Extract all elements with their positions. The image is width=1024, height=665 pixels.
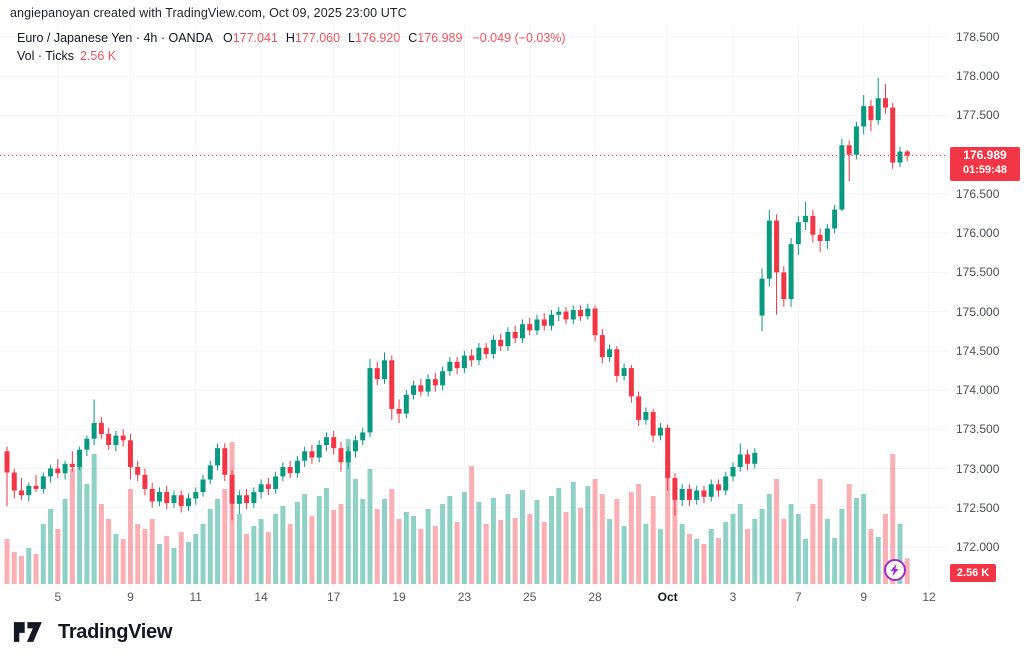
time-axis-label: Oct xyxy=(657,590,678,604)
ohlc-value: 176.920 xyxy=(355,31,401,45)
time-axis-label: 25 xyxy=(523,590,537,604)
tradingview-brand-text: TradingView xyxy=(58,620,173,643)
price-axis-label: 177.500 xyxy=(956,108,1000,123)
volume-value: 2.56 K xyxy=(79,49,117,63)
volume-indicator-label: Vol · Ticks xyxy=(17,49,74,63)
ohlc-key: H xyxy=(285,31,295,45)
ohlc-value: 177.060 xyxy=(294,31,341,45)
volume-series xyxy=(4,439,910,584)
symbol-title: Euro / Japanese Yen · 4h · OANDA xyxy=(17,31,213,45)
attribution-text: angiepanoyan created with TradingView.co… xyxy=(10,6,407,20)
price-axis-label: 178.500 xyxy=(956,30,1000,44)
time-axis-label: 19 xyxy=(392,590,406,604)
time-axis-label: 9 xyxy=(860,590,868,604)
price-axis[interactable]: 178.500 178.000 177.500 176.500 176.000 175.5… xyxy=(948,0,1024,665)
current-volume-badge: 2.56 K xyxy=(950,564,996,582)
price-axis-label: 176.500 xyxy=(956,186,1000,201)
change-value: −0.049 (−0.03%) xyxy=(472,31,566,45)
ohlc-key: O xyxy=(222,31,233,45)
time-axis[interactable]: 5 9 11 14 17 19 23 25 28 Oct 3 7 9 12 xyxy=(0,585,948,609)
legend-ohlc-item: L176.920 xyxy=(348,31,400,45)
price-axis-label: 172.000 xyxy=(956,540,1000,554)
current-price-value: 176.989 xyxy=(963,148,1007,162)
price-axis-label: 174.500 xyxy=(956,343,1000,358)
chart-legend: Euro / Japanese Yen · 4h · OANDA O177.041… xyxy=(17,30,566,65)
ohlc-value: 176.989 xyxy=(417,31,463,45)
current-price-badge: 176.989 01:59:48 xyxy=(950,147,1020,181)
legend-ohlc-item: H177.060 xyxy=(286,31,340,45)
lightning-icon xyxy=(890,563,899,577)
price-axis-label: 173.000 xyxy=(956,461,1000,476)
time-axis-label: 9 xyxy=(127,590,134,604)
price-axis-label: 175.000 xyxy=(956,304,1000,319)
legend-volume-row: Vol · Ticks 2.56 K xyxy=(17,48,566,65)
price-axis-label: 174.000 xyxy=(956,383,1000,398)
bar-countdown: 01:59:48 xyxy=(962,164,1008,176)
price-axis-label: 178.000 xyxy=(956,69,1000,84)
time-axis-label: 14 xyxy=(254,590,268,604)
flash-boost-button[interactable] xyxy=(884,559,906,581)
ohlc-key: L xyxy=(348,31,356,45)
time-axis-label: 28 xyxy=(588,590,602,604)
candlestick-series xyxy=(4,77,910,521)
time-axis-label: 5 xyxy=(54,590,62,604)
time-axis-label: 3 xyxy=(729,590,737,604)
tradingview-logo-icon xyxy=(13,622,42,642)
price-axis-label: 172.500 xyxy=(956,500,1000,515)
ohlc-values: O177.041 H177.060 L176.920 C176.989 xyxy=(223,31,471,45)
time-axis-label: 12 xyxy=(922,590,936,604)
price-axis-label: 175.500 xyxy=(956,265,1000,280)
price-axis-label: 176.000 xyxy=(956,226,1000,241)
time-axis-label: 7 xyxy=(794,590,802,604)
tradingview-logo-link[interactable]: TradingView xyxy=(13,620,172,644)
legend-symbol-row: Euro / Japanese Yen · 4h · OANDA O177.041… xyxy=(17,30,566,47)
legend-ohlc-item: C176.989 xyxy=(408,31,462,45)
ohlc-key: C xyxy=(408,31,418,45)
time-axis-label: 17 xyxy=(327,590,341,604)
time-axis-label: 11 xyxy=(189,590,202,604)
chart-plot-area[interactable] xyxy=(0,25,948,590)
ohlc-value: 177.041 xyxy=(232,31,278,45)
price-axis-label: 173.500 xyxy=(956,422,1000,437)
time-axis-label: 23 xyxy=(457,590,472,604)
footer: TradingView xyxy=(13,620,172,644)
grid-lines xyxy=(0,25,948,588)
legend-ohlc-item: O177.041 xyxy=(223,31,278,45)
